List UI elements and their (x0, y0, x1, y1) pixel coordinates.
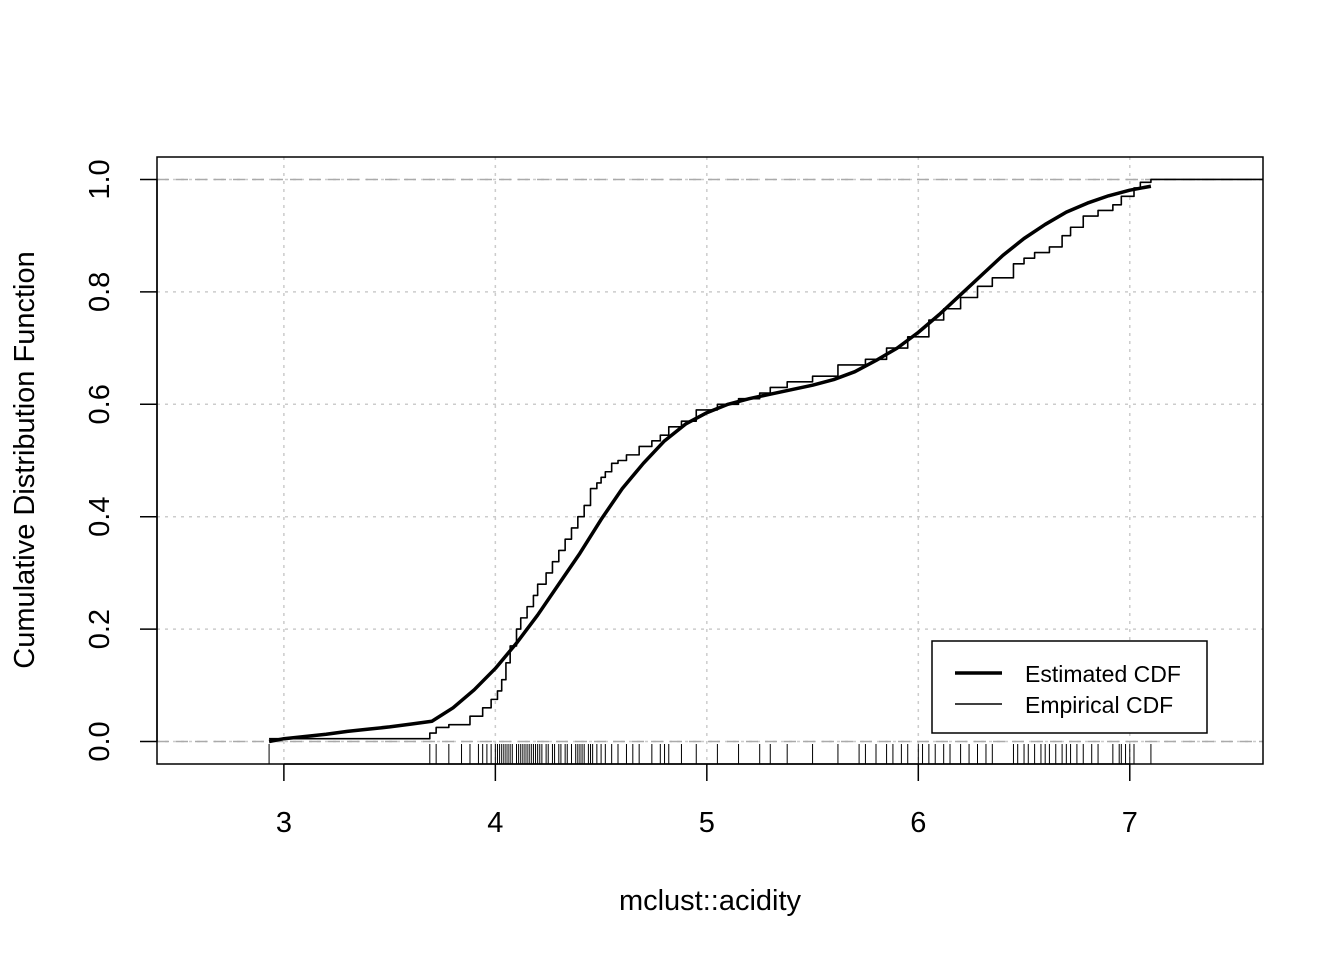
x-tick-label: 4 (487, 807, 503, 839)
y-tick-label: 1.0 (84, 159, 116, 199)
legend-box (931, 640, 1208, 734)
series-layer (268, 178, 1263, 744)
x-tick-label: 5 (699, 807, 715, 839)
legend-label-estimated: Estimated CDF (1025, 661, 1181, 687)
empirical-cdf-line (269, 178, 1263, 740)
x-tick-label: 7 (1122, 807, 1138, 839)
y-tick-label: 0.2 (84, 609, 116, 649)
reference-lines (157, 178, 1263, 743)
y-axis-label: Cumulative Distribution Function (9, 251, 41, 668)
x-tick-label: 6 (910, 807, 926, 839)
x-axis-label: mclust::acidity (619, 885, 802, 917)
x-tick-label: 3 (276, 807, 292, 839)
y-tick-label: 0.0 (84, 721, 116, 761)
x-axis: 3 4 5 6 7 (276, 763, 1138, 839)
rug (268, 744, 1152, 764)
y-axis: 0.0 0.2 0.4 0.6 0.8 1.0 (84, 159, 158, 762)
y-tick-label: 0.6 (84, 384, 116, 424)
legend-label-empirical: Empirical CDF (1025, 692, 1173, 718)
estimated-cdf-line (268, 184, 1152, 744)
legend: Estimated CDF Empirical CDF (931, 640, 1208, 734)
y-tick-label: 0.4 (84, 497, 116, 537)
y-tick-label: 0.8 (84, 272, 116, 312)
